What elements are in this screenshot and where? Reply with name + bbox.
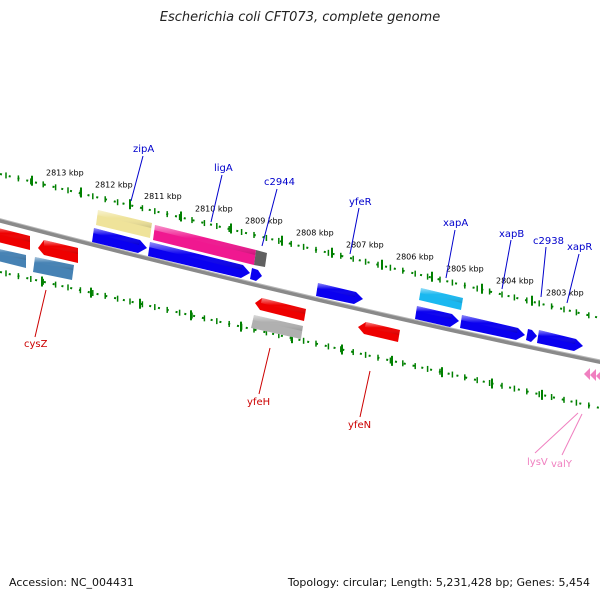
label-zipA[interactable]: zipA xyxy=(133,144,154,155)
label-yfeN[interactable]: yfeN xyxy=(348,420,371,431)
label-lysV[interactable]: lysV xyxy=(527,457,548,468)
gene-arrow-ligA-grey-tail[interactable] xyxy=(254,250,267,267)
leader-zipA xyxy=(130,155,144,202)
label-c2938[interactable]: c2938 xyxy=(533,236,564,247)
gene-arrow-xapA-blue[interactable] xyxy=(415,306,459,327)
ruler-top-label: 2808 kbp xyxy=(296,229,334,238)
label-valY[interactable]: valY xyxy=(551,459,573,470)
gene-arrow-yfeH-red[interactable] xyxy=(255,298,306,321)
leader-xapA xyxy=(445,229,456,279)
ruler-top-label: 2813 kbp xyxy=(46,169,84,178)
gene-arrow-red-2[interactable] xyxy=(38,240,78,263)
accession-label: Accession: NC_004431 xyxy=(9,576,135,589)
leader-yfeR xyxy=(349,207,360,255)
gene-arrow-c2938[interactable] xyxy=(526,329,537,342)
ruler-top-label: 2805 kbp xyxy=(446,265,484,274)
gene-arrow-steel-2[interactable] xyxy=(33,257,74,280)
leader-valY xyxy=(561,413,583,456)
gene-arrow-xapA-cyan[interactable] xyxy=(419,288,463,310)
map-title: Escherichia coli CFT073, complete genome xyxy=(159,10,441,25)
label-yfeR[interactable]: yfeR xyxy=(349,197,372,208)
ruler-top xyxy=(0,173,600,319)
ruler-top-label: 2812 kbp xyxy=(95,180,133,189)
label-cysZ[interactable]: cysZ xyxy=(24,339,48,350)
leader-yfeH xyxy=(258,347,271,395)
label-c2944[interactable]: c2944 xyxy=(264,177,295,188)
gene-arrow-ligA[interactable] xyxy=(153,225,256,265)
ruler-top-label: 2803 kbp xyxy=(546,289,584,298)
gene-arrow-left-steel-1[interactable] xyxy=(0,247,26,268)
ruler-top-label: 2809 kbp xyxy=(245,216,283,225)
gene-arrow-left-red-1[interactable] xyxy=(0,226,30,250)
leader-c2944 xyxy=(261,188,278,247)
ruler-top-label: 2807 kbp xyxy=(346,241,384,250)
gene-arrow-zipA[interactable] xyxy=(96,210,152,238)
leader-lysV xyxy=(534,412,579,454)
gene-arrow-yfeR[interactable] xyxy=(316,283,363,304)
label-xapA[interactable]: xapA xyxy=(443,218,468,229)
ruler-top-ticks xyxy=(5,172,590,319)
leader-c2938 xyxy=(540,246,547,298)
leader-xapR xyxy=(566,253,580,304)
ruler-bottom xyxy=(0,271,600,409)
gene-arrow-xapB[interactable] xyxy=(460,315,525,340)
leader-cysZ xyxy=(34,289,47,338)
gene-arrow-blue-2[interactable] xyxy=(148,242,250,278)
gene-arrow-yfeN[interactable] xyxy=(358,322,400,342)
leader-xapB xyxy=(501,239,512,290)
leader-yfeN xyxy=(359,370,371,418)
trna-markers[interactable] xyxy=(584,368,600,382)
leader-ligA xyxy=(210,174,223,223)
ruler-top-label: 2811 kbp xyxy=(144,192,182,201)
label-xapR[interactable]: xapR xyxy=(567,242,592,253)
gene-arrow-grey[interactable] xyxy=(251,315,303,339)
label-yfeH[interactable]: yfeH xyxy=(247,397,270,408)
gene-arrow-blue-1[interactable] xyxy=(92,228,147,253)
genome-summary: Topology: circular; Length: 5,231,428 bp… xyxy=(287,576,590,589)
gene-arrow-c2944[interactable] xyxy=(250,268,262,281)
genome-backbone xyxy=(0,218,600,364)
gene-arrow-xapR[interactable] xyxy=(537,330,583,351)
label-xapB[interactable]: xapB xyxy=(499,229,524,240)
ruler-top-label: 2806 kbp xyxy=(396,253,434,262)
genome-backbone-highlight xyxy=(0,218,600,361)
ruler-top-label: 2804 kbp xyxy=(496,277,534,286)
label-ligA[interactable]: ligA xyxy=(214,163,233,174)
